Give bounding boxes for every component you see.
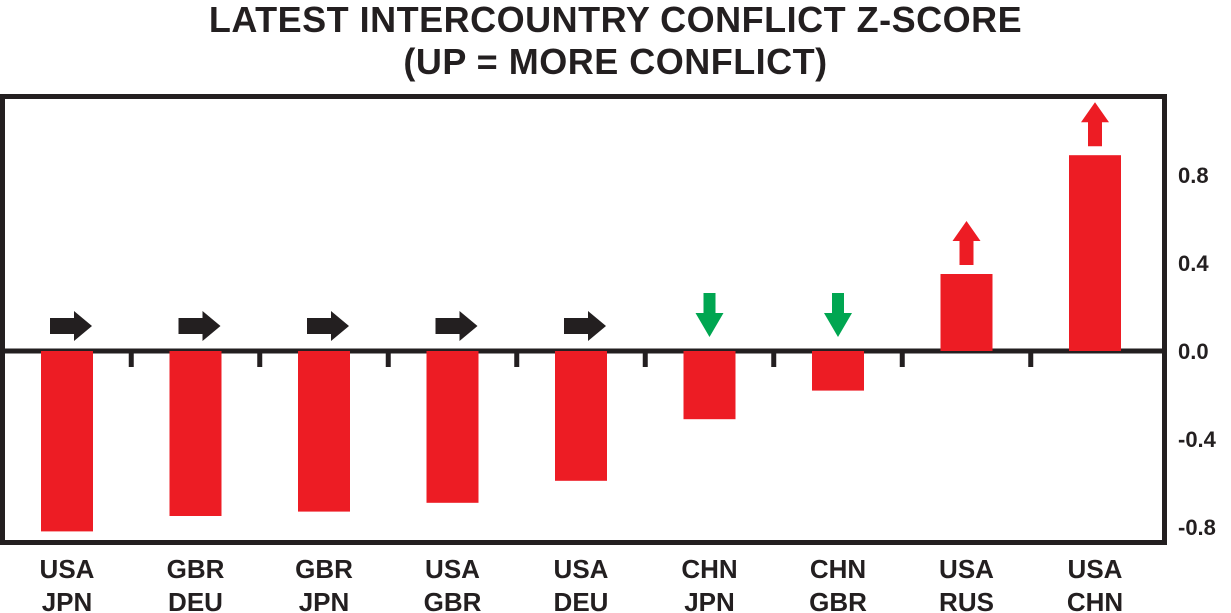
x-label-line1-4: USA [554,554,609,584]
bar-4 [555,351,607,481]
bar-3 [426,351,479,503]
x-label-line2-5: JPN [684,587,735,613]
x-label-line2-4: DEU [554,587,609,613]
x-label-line2-2: JPN [299,587,350,613]
y-tick-label-1: 0.4 [1178,251,1209,276]
y-tick-label-0: 0.8 [1178,163,1209,188]
bar-2 [298,351,350,512]
x-label-line1-6: CHN [810,554,866,584]
x-label-line2-1: DEU [168,587,223,613]
x-label-line2-0: JPN [42,587,93,613]
bar-8 [1069,155,1121,351]
x-label-line2-6: GBR [809,587,867,613]
x-label-line1-1: GBR [167,554,225,584]
trend-arrow-down-6 [824,293,852,337]
trend-arrow-down-5 [695,293,724,337]
bar-0 [41,351,93,532]
x-axis-labels: USA JPN GBR DEU GBR JPN USA GBR USA DEU CHN JPN CHN G… [40,554,1124,613]
x-tick-6 [899,353,905,367]
x-label-line1-2: GBR [295,554,353,584]
x-tick-4 [642,353,648,367]
chart-title-line-1: LATEST INTERCOUNTRY CONFLICT Z-SCORE [208,0,1023,40]
trend-arrow-up-8 [1081,102,1109,147]
y-tick-label-3: -0.4 [1178,427,1217,452]
y-axis-labels: 0.8 0.4 0.0 -0.4 -0.8 [1178,163,1217,540]
trend-arrow-right-1 [178,311,221,341]
bar-6 [812,351,864,391]
x-tick-marks [128,353,1034,367]
trend-arrow-right-3 [435,311,478,341]
trend-arrow-right-2 [307,311,349,341]
x-tick-3 [514,353,520,367]
bars-layer [41,155,1121,532]
x-tick-7 [1028,353,1034,367]
x-label-line1-8: USA [1068,554,1123,584]
x-label-line1-0: USA [40,554,95,584]
chart-title-line-2: (UP = MORE CONFLICT) [403,41,828,82]
x-label-line2-7: RUS [939,587,994,613]
trend-arrow-up-7 [952,221,981,265]
x-label-line1-7: USA [939,554,994,584]
x-tick-0 [128,353,134,367]
x-label-line2-3: GBR [424,587,482,613]
bar-5 [683,351,736,420]
bar-1 [169,351,222,516]
bar-7 [940,274,993,351]
x-tick-5 [771,353,777,367]
x-tick-1 [257,353,263,367]
plot-frame [0,94,1167,545]
y-tick-label-4: -0.8 [1178,515,1216,540]
x-label-line1-3: USA [425,554,480,584]
trend-arrow-right-4 [564,311,606,341]
trend-arrow-right-0 [50,311,92,341]
x-label-line2-8: CHN [1067,587,1123,613]
x-label-line1-5: CHN [681,554,737,584]
x-tick-2 [385,353,391,367]
trend-arrows-layer [50,102,1109,341]
y-tick-label-2: 0.0 [1178,339,1209,364]
